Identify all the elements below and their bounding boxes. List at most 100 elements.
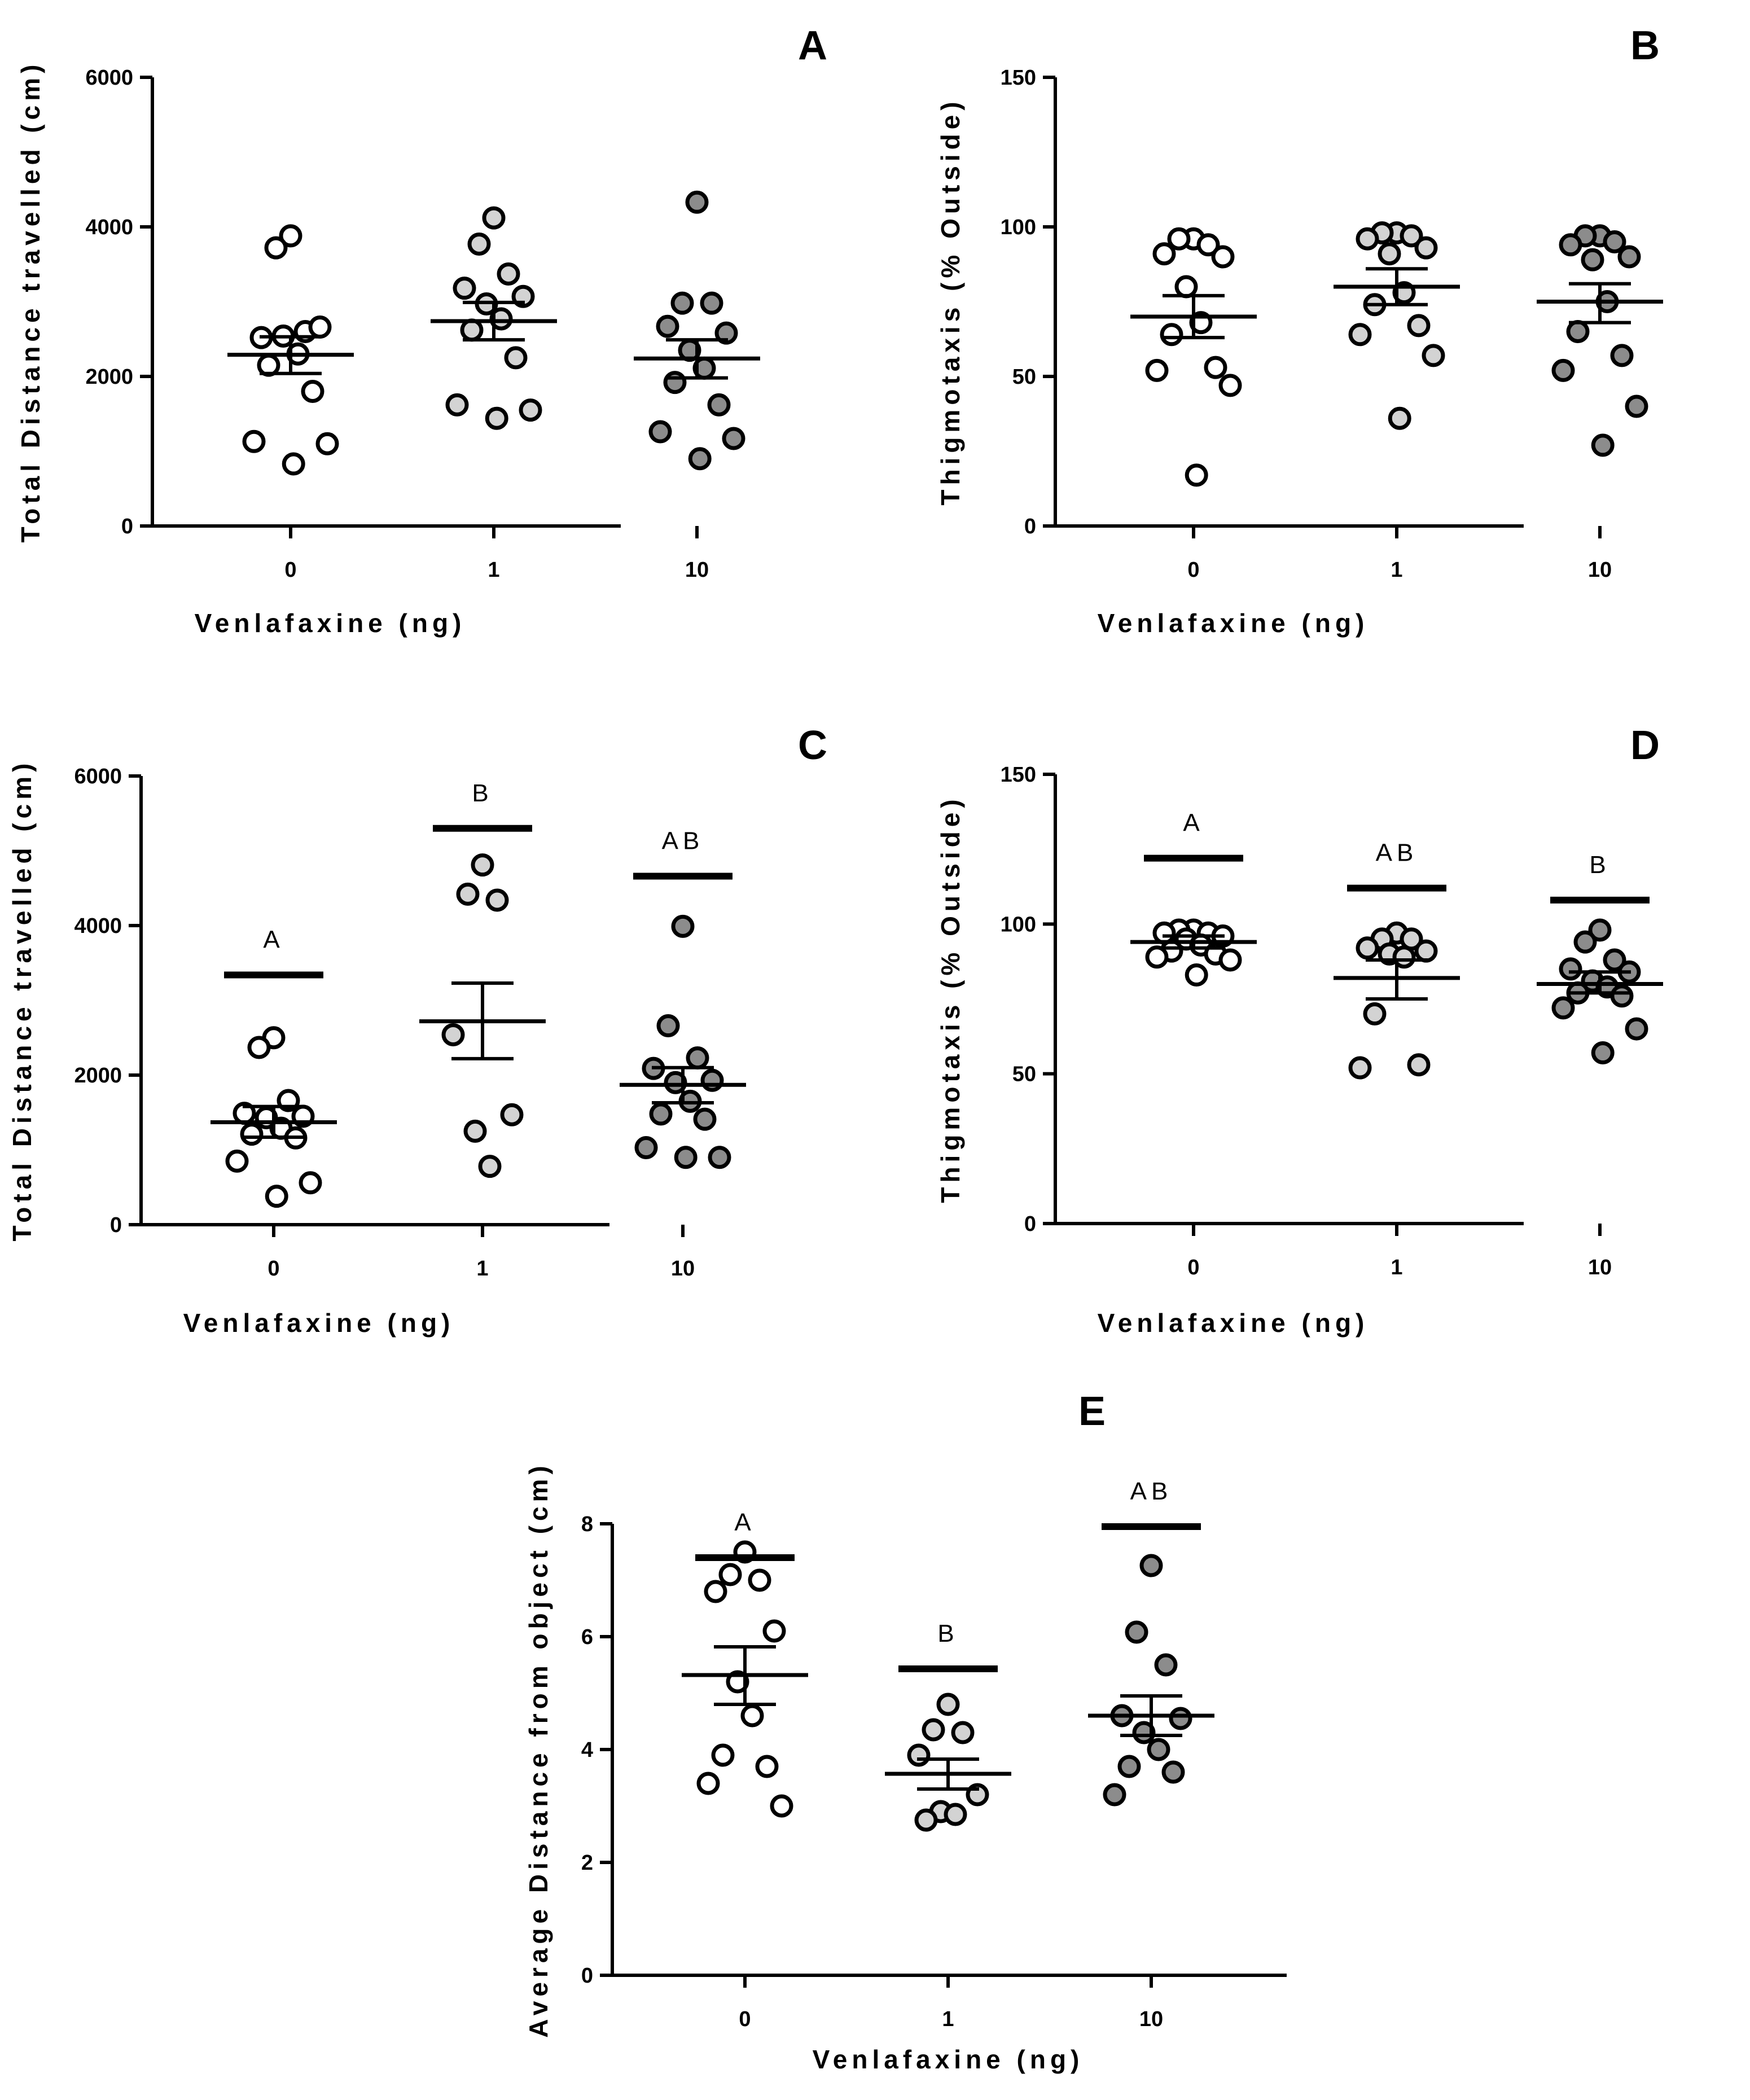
x-axis-title: Venlafaxine (ng) <box>195 608 466 638</box>
data-point <box>500 1103 524 1126</box>
data-point <box>519 398 542 422</box>
data-point <box>1422 344 1445 367</box>
panel-letter-B: B <box>1630 23 1660 68</box>
y-axis-title: Thigmotaxis (% Outside) <box>936 795 965 1203</box>
data-point <box>714 321 738 345</box>
data-point <box>748 1568 771 1592</box>
data-point <box>1617 245 1641 269</box>
data-point <box>1581 248 1604 271</box>
x-tick-label: 0 <box>284 558 296 582</box>
data-point <box>664 1071 687 1094</box>
data-point <box>504 346 528 370</box>
x-axis-title: Venlafaxine (ng) <box>1098 608 1369 638</box>
data-point <box>674 1146 698 1169</box>
x-tick-label: 1 <box>476 1257 488 1281</box>
data-point <box>1551 358 1575 382</box>
data-point <box>1414 939 1438 963</box>
data-point <box>944 1803 967 1826</box>
data-point <box>1169 1707 1192 1730</box>
data-point <box>1363 1002 1387 1026</box>
data-point <box>1407 1053 1431 1077</box>
data-point <box>299 1171 322 1195</box>
data-point <box>1573 930 1597 954</box>
significance-label: AB <box>1130 1478 1173 1505</box>
data-point <box>1211 245 1235 269</box>
x-axis-title: Venlafaxine (ng) <box>183 1308 455 1338</box>
data-point <box>1125 1620 1148 1644</box>
data-point <box>693 1107 717 1131</box>
x-tick-label: 0 <box>267 1257 279 1281</box>
data-point <box>1117 1755 1141 1778</box>
significance-label: A <box>263 926 284 953</box>
data-point <box>1610 984 1634 1008</box>
data-point <box>685 190 709 214</box>
y-tick-label: 150 <box>1001 763 1036 787</box>
data-point <box>1551 996 1575 1020</box>
data-point <box>718 1563 742 1586</box>
data-point <box>264 236 288 260</box>
data-point <box>308 315 332 339</box>
data-point <box>1204 356 1227 379</box>
data-point <box>1591 433 1615 457</box>
data-point <box>755 1755 779 1778</box>
y-axis-title: Total Distance travelled (cm) <box>16 60 45 543</box>
significance-label: B <box>472 779 493 807</box>
y-tick-label: 6000 <box>85 66 133 90</box>
data-point <box>497 262 520 286</box>
data-point <box>1160 323 1183 347</box>
data-point <box>1388 406 1411 430</box>
data-point <box>463 1119 487 1143</box>
data-point <box>670 291 694 315</box>
y-tick-label: 4 <box>581 1738 593 1762</box>
panel-letter-E: E <box>1078 1389 1106 1434</box>
data-point <box>1378 242 1401 266</box>
data-point <box>722 427 745 450</box>
data-point <box>707 393 731 417</box>
x-tick-label: 10 <box>671 1257 695 1281</box>
y-tick-label: 6 <box>581 1625 593 1649</box>
x-tick-label: 0 <box>739 2007 751 2031</box>
data-point <box>279 224 302 248</box>
y-axis-title: Thigmotaxis (% Outside) <box>936 97 965 505</box>
data-point <box>247 1036 271 1059</box>
data-point <box>445 393 469 417</box>
data-point <box>441 1023 465 1046</box>
data-point <box>478 1155 502 1178</box>
data-point <box>700 1068 724 1092</box>
y-tick-label: 2000 <box>74 1064 122 1088</box>
x-tick-label: 1 <box>1391 1256 1402 1279</box>
data-point <box>1591 1041 1615 1065</box>
data-point <box>1407 314 1431 337</box>
y-tick-label: 0 <box>1024 1212 1036 1236</box>
data-point <box>242 429 266 453</box>
data-point <box>453 277 476 300</box>
x-tick-label: 0 <box>1187 558 1199 582</box>
panel-letter-A: A <box>798 23 827 68</box>
data-point <box>1588 918 1612 942</box>
significance-label: A <box>1183 809 1204 837</box>
y-tick-label: 8 <box>581 1512 593 1536</box>
data-point <box>225 1149 249 1173</box>
y-tick-label: 150 <box>1001 66 1036 90</box>
significance-label: B <box>1589 851 1610 879</box>
y-axis-title: Average Distance from object (cm) <box>524 1461 553 2038</box>
data-point <box>671 914 695 938</box>
y-tick-label: 2 <box>581 1851 593 1875</box>
x-tick-label: 1 <box>1391 558 1402 582</box>
data-point <box>1356 227 1379 251</box>
data-point <box>1103 1783 1126 1807</box>
data-point <box>1145 945 1169 969</box>
y-tick-label: 6000 <box>74 765 122 788</box>
data-point <box>1174 275 1198 299</box>
data-point <box>1356 936 1379 960</box>
data-point <box>936 1693 960 1716</box>
data-point <box>240 1123 264 1146</box>
data-point <box>922 1718 945 1742</box>
y-tick-label: 0 <box>121 515 133 538</box>
data-point <box>1145 358 1169 382</box>
data-point <box>301 380 324 403</box>
significance-label: B <box>937 1620 958 1647</box>
y-tick-label: 50 <box>1012 1063 1036 1086</box>
y-tick-label: 4000 <box>74 914 122 938</box>
